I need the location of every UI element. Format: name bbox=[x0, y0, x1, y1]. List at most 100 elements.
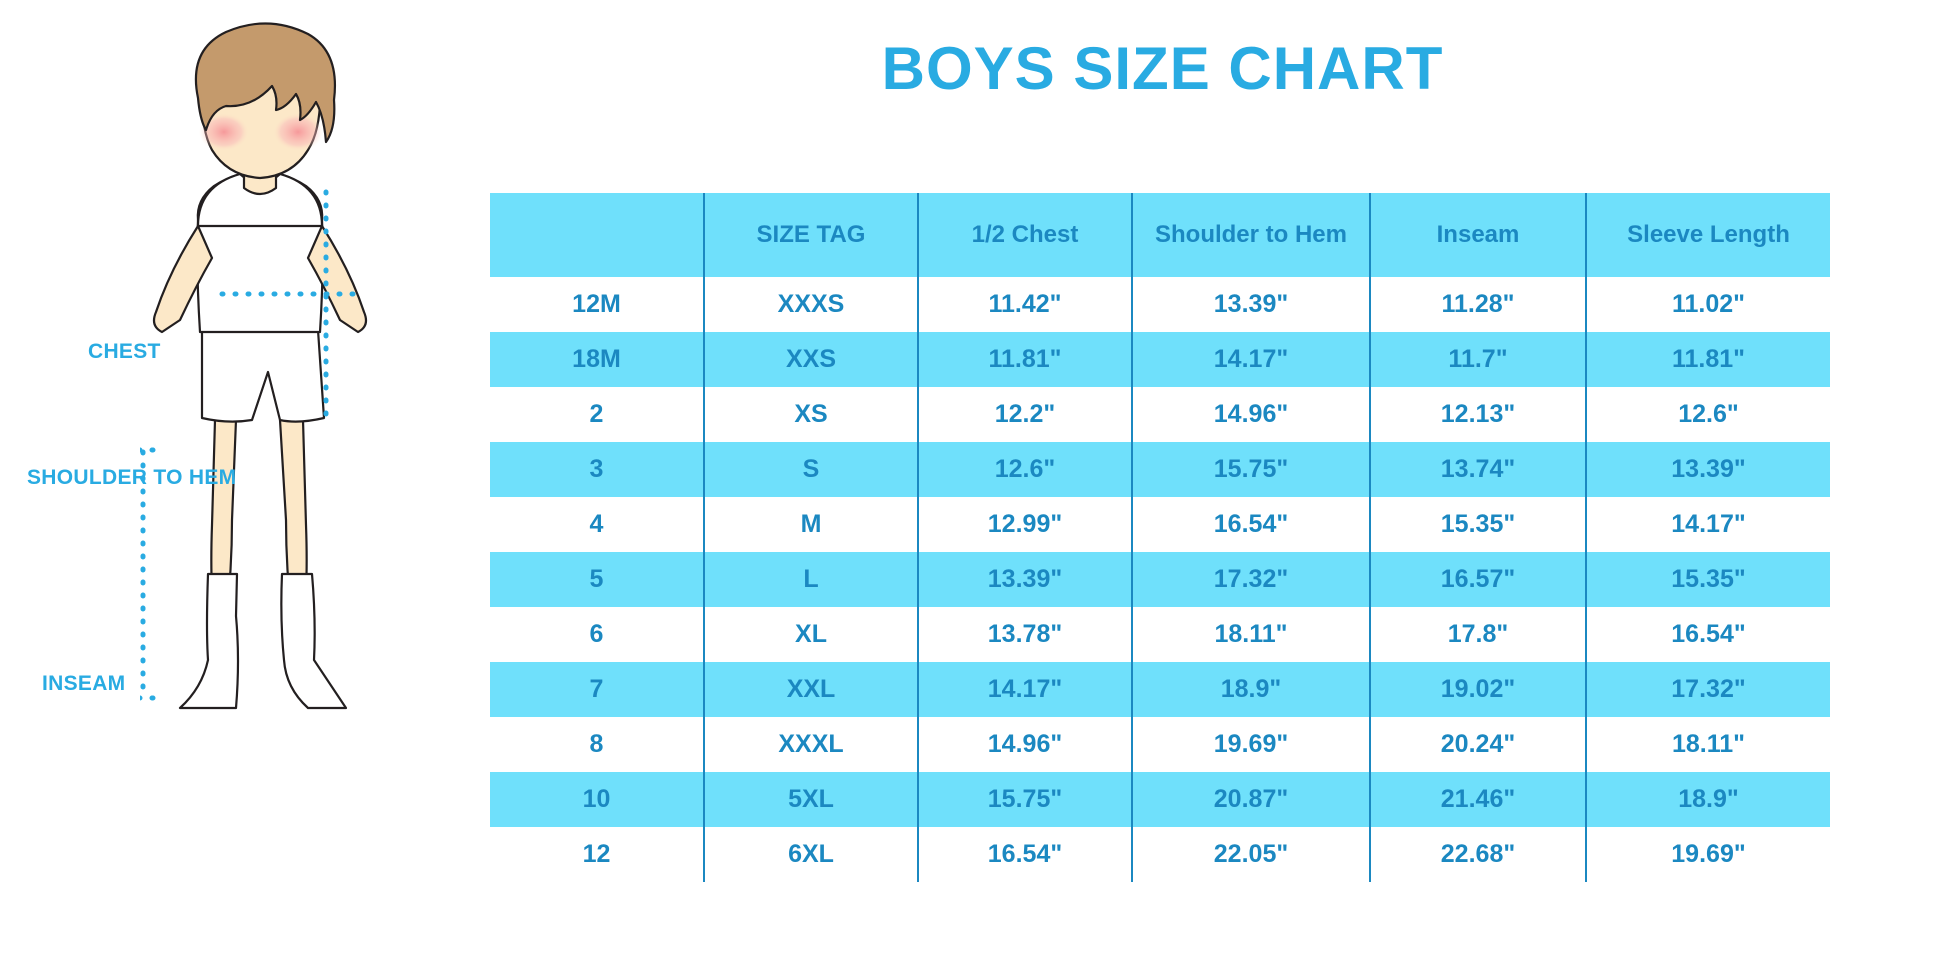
cell-half-chest: 12.6" bbox=[917, 442, 1132, 497]
cell-size-tag: M bbox=[703, 497, 918, 552]
cell-shoulder-to-hem: 19.69" bbox=[1131, 717, 1370, 772]
cell-sleeve-length: 17.32" bbox=[1585, 662, 1830, 717]
cell-size-tag: S bbox=[703, 442, 918, 497]
cell-inseam: 16.57" bbox=[1369, 552, 1586, 607]
cell-half-chest: 16.54" bbox=[917, 827, 1132, 882]
chest-label: CHEST bbox=[88, 340, 161, 363]
inseam-label: INSEAM bbox=[42, 672, 126, 695]
cell-shoulder-to-hem: 16.54" bbox=[1131, 497, 1370, 552]
cell-size-tag: XXXL bbox=[703, 717, 918, 772]
cell-half-chest: 12.99" bbox=[917, 497, 1132, 552]
cell-size: 10 bbox=[582, 785, 611, 814]
cell-size-tag: XXXS bbox=[703, 277, 918, 332]
cell-shoulder-to-hem: 14.17" bbox=[1131, 332, 1370, 387]
cell-size: 8 bbox=[589, 730, 604, 759]
cell-sleeve-length: 16.54" bbox=[1585, 607, 1830, 662]
size-chart-table: SIZE TAG 1/2 Chest Shoulder to Hem Insea… bbox=[490, 193, 1830, 882]
cell-inseam: 11.7" bbox=[1369, 332, 1586, 387]
cell-sleeve-length: 12.6" bbox=[1585, 387, 1830, 442]
cell-size-tag: 6XL bbox=[703, 827, 918, 882]
cell-inseam: 13.74" bbox=[1369, 442, 1586, 497]
cell-size: 4 bbox=[589, 510, 604, 539]
cell-size: 3 bbox=[589, 455, 604, 484]
table-header: SIZE TAG 1/2 Chest Shoulder to Hem Insea… bbox=[490, 193, 1830, 277]
cell-inseam: 15.35" bbox=[1369, 497, 1586, 552]
arm-right bbox=[306, 224, 368, 334]
cell-size-tag: L bbox=[703, 552, 918, 607]
cell-half-chest: 12.2" bbox=[917, 387, 1132, 442]
table-row: 6 XL 13.78" 18.11" 17.8" 16.54" bbox=[490, 607, 1830, 662]
table-row: 12 6XL 16.54" 22.05" 22.68" 19.69" bbox=[490, 827, 1830, 882]
cell-inseam: 21.46" bbox=[1369, 772, 1586, 827]
table-row: 12M XXXS 11.42" 13.39" 11.28" 11.02" bbox=[490, 277, 1830, 332]
hair bbox=[194, 22, 336, 144]
illustration-panel: CHEST SHOULDER TO HEM INSEAM bbox=[0, 0, 490, 973]
cell-half-chest: 13.39" bbox=[917, 552, 1132, 607]
cell-size: 5 bbox=[589, 565, 604, 594]
cell-half-chest: 15.75" bbox=[917, 772, 1132, 827]
cell-sleeve-length: 13.39" bbox=[1585, 442, 1830, 497]
size-chart-table-container: SIZE TAG 1/2 Chest Shoulder to Hem Insea… bbox=[490, 193, 1830, 882]
cell-shoulder-to-hem: 18.9" bbox=[1131, 662, 1370, 717]
column-header-sleeve-length: Sleeve Length bbox=[1585, 193, 1830, 277]
cell-shoulder-to-hem: 22.05" bbox=[1131, 827, 1370, 882]
cell-half-chest: 14.17" bbox=[917, 662, 1132, 717]
cell-inseam: 17.8" bbox=[1369, 607, 1586, 662]
sock-left bbox=[178, 572, 240, 710]
column-header-size-tag: SIZE TAG bbox=[703, 193, 918, 277]
cell-sleeve-length: 18.9" bbox=[1585, 772, 1830, 827]
cell-sleeve-length: 14.17" bbox=[1585, 497, 1830, 552]
column-header-inseam: Inseam bbox=[1369, 193, 1586, 277]
cell-size-tag: XXS bbox=[703, 332, 918, 387]
shorts bbox=[200, 328, 326, 423]
cell-half-chest: 13.78" bbox=[917, 607, 1132, 662]
table-row: 10 5XL 15.75" 20.87" 21.46" 18.9" bbox=[490, 772, 1830, 827]
cell-size-tag: XL bbox=[703, 607, 918, 662]
cheek-right bbox=[273, 113, 323, 151]
cell-sleeve-length: 11.02" bbox=[1585, 277, 1830, 332]
column-header-half-chest: 1/2 Chest bbox=[917, 193, 1132, 277]
table-row: 7 XXL 14.17" 18.9" 19.02" 17.32" bbox=[490, 662, 1830, 717]
page-title: BOYS SIZE CHART bbox=[881, 35, 1444, 102]
cell-size: 6 bbox=[589, 620, 604, 649]
table-row: 18M XXS 11.81" 14.17" 11.7" 11.81" bbox=[490, 332, 1830, 387]
cell-inseam: 22.68" bbox=[1369, 827, 1586, 882]
table-header-row: SIZE TAG 1/2 Chest Shoulder to Hem Insea… bbox=[490, 193, 1830, 277]
cell-size: 18M bbox=[572, 345, 621, 374]
cell-size-tag: 5XL bbox=[703, 772, 918, 827]
cell-shoulder-to-hem: 18.11" bbox=[1131, 607, 1370, 662]
column-header-size bbox=[490, 193, 704, 277]
cell-inseam: 20.24" bbox=[1369, 717, 1586, 772]
sock-right bbox=[280, 572, 348, 710]
cell-shoulder-to-hem: 20.87" bbox=[1131, 772, 1370, 827]
table-row: 2 XS 12.2" 14.96" 12.13" 12.6" bbox=[490, 387, 1830, 442]
cell-size: 12 bbox=[582, 840, 611, 869]
cell-size-tag: XS bbox=[703, 387, 918, 442]
shoulder-to-hem-label: SHOULDER TO HEM bbox=[27, 466, 237, 489]
cell-inseam: 11.28" bbox=[1369, 277, 1586, 332]
boy-figure-illustration bbox=[140, 22, 368, 710]
arm-left bbox=[152, 224, 214, 334]
cell-shoulder-to-hem: 14.96" bbox=[1131, 387, 1370, 442]
column-header-shoulder-to-hem: Shoulder to Hem bbox=[1131, 193, 1370, 277]
cell-sleeve-length: 18.11" bbox=[1585, 717, 1830, 772]
cell-sleeve-length: 19.69" bbox=[1585, 827, 1830, 882]
cell-sleeve-length: 15.35" bbox=[1585, 552, 1830, 607]
table-row: 3 S 12.6" 15.75" 13.74" 13.39" bbox=[490, 442, 1830, 497]
cell-size-tag: XXL bbox=[703, 662, 918, 717]
cell-size: 2 bbox=[589, 400, 604, 429]
cell-size: 7 bbox=[589, 675, 604, 704]
cell-sleeve-length: 11.81" bbox=[1585, 332, 1830, 387]
measurement-guides bbox=[140, 189, 357, 701]
cell-shoulder-to-hem: 17.32" bbox=[1131, 552, 1370, 607]
table-body: 12M XXXS 11.42" 13.39" 11.28" 11.02" 18M XXS 11.… bbox=[490, 277, 1830, 882]
table-row: 5 L 13.39" 17.32" 16.57" 15.35" bbox=[490, 552, 1830, 607]
table-row: 8 XXXL 14.96" 19.69" 20.24" 18.11" bbox=[490, 717, 1830, 772]
cell-half-chest: 14.96" bbox=[917, 717, 1132, 772]
cell-shoulder-to-hem: 15.75" bbox=[1131, 442, 1370, 497]
cheek-left bbox=[199, 113, 249, 151]
cell-size: 12M bbox=[572, 290, 621, 319]
cell-half-chest: 11.81" bbox=[917, 332, 1132, 387]
table-row: 4 M 12.99" 16.54" 15.35" 14.17" bbox=[490, 497, 1830, 552]
cell-shoulder-to-hem: 13.39" bbox=[1131, 277, 1370, 332]
